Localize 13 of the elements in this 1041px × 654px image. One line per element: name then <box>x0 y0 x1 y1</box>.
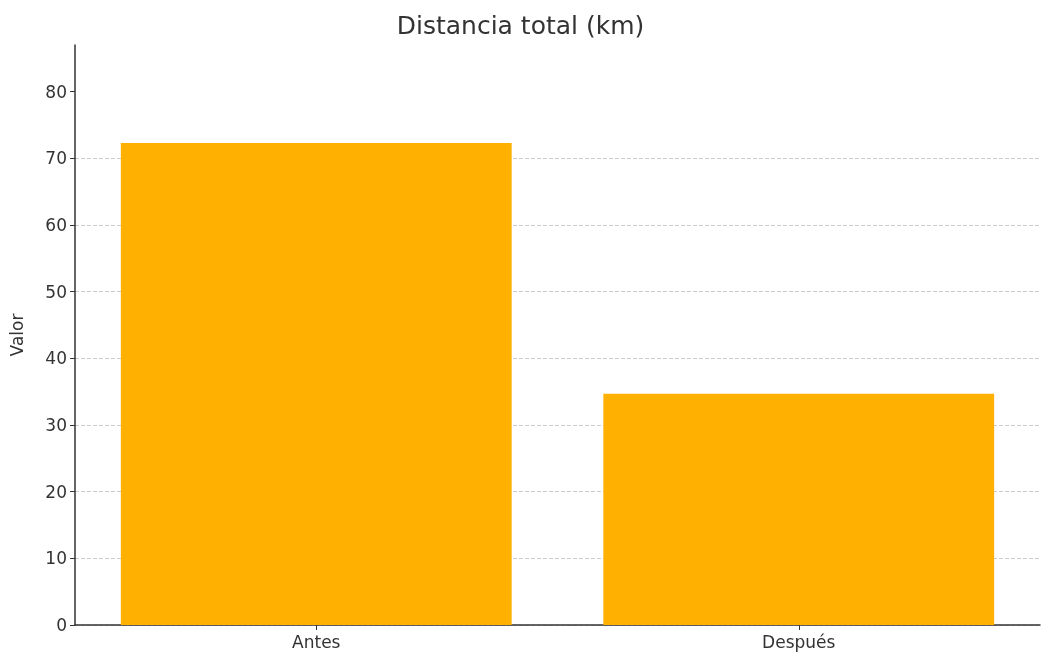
y-tick-label: 20 <box>45 481 67 502</box>
y-tick-label: 30 <box>45 415 67 435</box>
y-axis-title: Valor <box>6 313 27 357</box>
y-tick-label: 70 <box>45 148 67 169</box>
y-tick-label: 40 <box>45 348 67 369</box>
y-tick-label: 80 <box>45 81 67 102</box>
x-tick-label: Antes <box>292 631 341 652</box>
y-tick-label: 60 <box>45 215 67 235</box>
y-tick-label: 10 <box>45 548 67 569</box>
x-tick-label: Después <box>762 631 836 652</box>
y-tick-label: 0 <box>56 615 67 635</box>
chart-title: Distancia total (km) <box>396 11 645 40</box>
y-tick-label: 50 <box>45 281 67 302</box>
